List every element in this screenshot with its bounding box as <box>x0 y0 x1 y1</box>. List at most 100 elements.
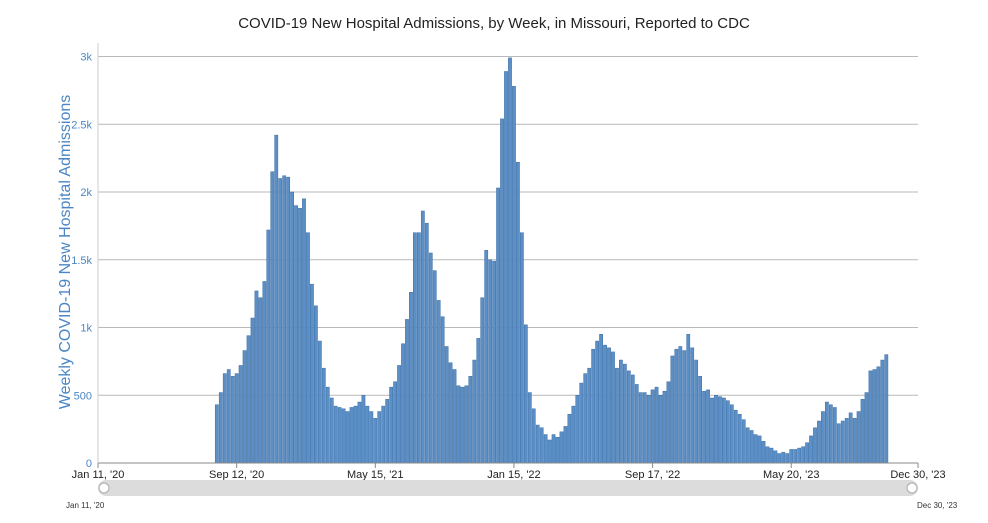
bar[interactable] <box>876 366 881 464</box>
bar[interactable] <box>504 71 508 464</box>
bar[interactable] <box>250 317 255 464</box>
bar[interactable] <box>785 453 790 464</box>
bar[interactable] <box>365 405 370 464</box>
bar[interactable] <box>484 250 489 464</box>
bar[interactable] <box>262 281 267 464</box>
bar[interactable] <box>884 354 889 464</box>
bar[interactable] <box>306 232 310 464</box>
bar[interactable] <box>258 297 263 464</box>
bar[interactable] <box>860 399 865 464</box>
bar[interactable] <box>765 446 770 464</box>
bar[interactable] <box>337 407 342 464</box>
range-navigator[interactable]: Jan 11, '20 Dec 30, '23 <box>66 480 958 510</box>
bar[interactable] <box>246 335 251 464</box>
bar[interactable] <box>729 404 734 464</box>
bar[interactable] <box>722 397 726 464</box>
bar[interactable] <box>821 411 825 464</box>
bar[interactable] <box>393 381 397 464</box>
bar[interactable] <box>733 409 738 464</box>
bar[interactable] <box>500 118 504 464</box>
bar[interactable] <box>587 367 592 464</box>
bar[interactable] <box>563 426 568 464</box>
bar[interactable] <box>682 350 687 464</box>
bar[interactable] <box>832 407 837 464</box>
bar[interactable] <box>828 404 833 464</box>
bar[interactable] <box>409 292 413 464</box>
bar[interactable] <box>670 355 675 464</box>
bar[interactable] <box>710 397 714 464</box>
navigator-track[interactable] <box>98 480 918 496</box>
bar[interactable] <box>286 176 291 464</box>
bar[interactable] <box>480 297 485 464</box>
bar[interactable] <box>591 348 596 464</box>
bar[interactable] <box>420 210 425 464</box>
bar[interactable] <box>341 408 346 464</box>
bar[interactable] <box>488 259 493 464</box>
bar[interactable] <box>496 187 500 464</box>
bar[interactable] <box>242 350 247 464</box>
bar[interactable] <box>805 442 809 464</box>
bar[interactable] <box>222 373 227 464</box>
bar-series[interactable] <box>214 57 889 464</box>
bar[interactable] <box>809 435 813 464</box>
bar[interactable] <box>674 348 679 464</box>
bar[interactable] <box>527 392 532 464</box>
bar[interactable] <box>361 395 366 464</box>
bar[interactable] <box>559 431 564 464</box>
bar[interactable] <box>579 382 584 464</box>
bar[interactable] <box>492 260 497 464</box>
bar[interactable] <box>690 347 695 464</box>
bar[interactable] <box>753 434 758 464</box>
bar[interactable] <box>333 405 338 464</box>
bar[interactable] <box>428 252 433 464</box>
bar[interactable] <box>278 178 283 464</box>
bar[interactable] <box>694 359 699 464</box>
bar[interactable] <box>603 344 607 464</box>
bar[interactable] <box>535 424 540 464</box>
bar[interactable] <box>424 222 429 464</box>
bar[interactable] <box>218 392 223 464</box>
bar[interactable] <box>622 363 627 464</box>
bar[interactable] <box>864 392 869 464</box>
bar[interactable] <box>793 449 798 464</box>
bar[interactable] <box>769 447 774 464</box>
bar[interactable] <box>630 374 635 464</box>
bar[interactable] <box>567 413 572 464</box>
bar[interactable] <box>662 390 667 464</box>
bar[interactable] <box>472 359 477 464</box>
bar[interactable] <box>214 404 219 464</box>
bar[interactable] <box>702 390 706 464</box>
bar[interactable] <box>452 369 457 464</box>
bar[interactable] <box>512 86 516 464</box>
bar[interactable] <box>654 386 659 464</box>
bar[interactable] <box>468 376 473 464</box>
bar[interactable] <box>440 316 445 464</box>
bar[interactable] <box>543 434 548 464</box>
bar[interactable] <box>397 365 401 464</box>
bar[interactable] <box>345 411 350 464</box>
navigator-start-handle[interactable] <box>98 482 110 494</box>
bar[interactable] <box>302 198 306 464</box>
bar[interactable] <box>844 418 849 464</box>
bar[interactable] <box>401 343 405 464</box>
bar[interactable] <box>626 370 631 464</box>
bar[interactable] <box>745 427 750 464</box>
bar[interactable] <box>789 449 794 464</box>
bar[interactable] <box>413 232 417 464</box>
bar[interactable] <box>607 347 611 464</box>
bar[interactable] <box>294 205 298 464</box>
bar[interactable] <box>444 346 449 464</box>
bar[interactable] <box>634 384 639 464</box>
bar[interactable] <box>599 334 603 464</box>
bar[interactable] <box>226 369 231 464</box>
bar[interactable] <box>254 290 259 464</box>
bar[interactable] <box>460 386 465 464</box>
bar[interactable] <box>551 434 556 464</box>
bar[interactable] <box>519 232 524 464</box>
bar[interactable] <box>856 411 861 464</box>
bar[interactable] <box>646 395 651 464</box>
bar[interactable] <box>583 373 588 464</box>
bar[interactable] <box>718 396 722 464</box>
bar[interactable] <box>381 405 386 464</box>
bar[interactable] <box>417 232 421 464</box>
